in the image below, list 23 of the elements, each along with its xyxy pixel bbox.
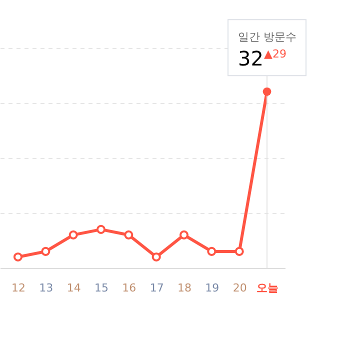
x-tick-label: 14: [66, 282, 81, 294]
point: [152, 252, 161, 262]
x-tick-label: 20: [232, 282, 247, 294]
x-tick-label: 오늘: [256, 282, 279, 294]
point: [13, 252, 23, 262]
point: [207, 246, 216, 256]
point: [96, 224, 106, 234]
point: [68, 230, 78, 240]
data-label: 32: [238, 46, 264, 71]
annotation: 일간 방문수: [238, 30, 297, 44]
x-tick-label: 15: [94, 282, 108, 294]
x-tick-label: 18: [178, 282, 192, 294]
x-tick-label: 13: [39, 282, 54, 294]
x-tick-label: 12: [11, 282, 26, 294]
annotation: ▲29: [264, 48, 286, 61]
point: [234, 246, 244, 256]
point: [124, 230, 134, 240]
point: [179, 230, 189, 240]
x-tick-label: 16: [122, 282, 136, 294]
x-tick-label: 17: [150, 282, 164, 294]
x-tick-label: 19: [205, 282, 220, 294]
point: [262, 87, 272, 96]
point: [41, 246, 50, 256]
